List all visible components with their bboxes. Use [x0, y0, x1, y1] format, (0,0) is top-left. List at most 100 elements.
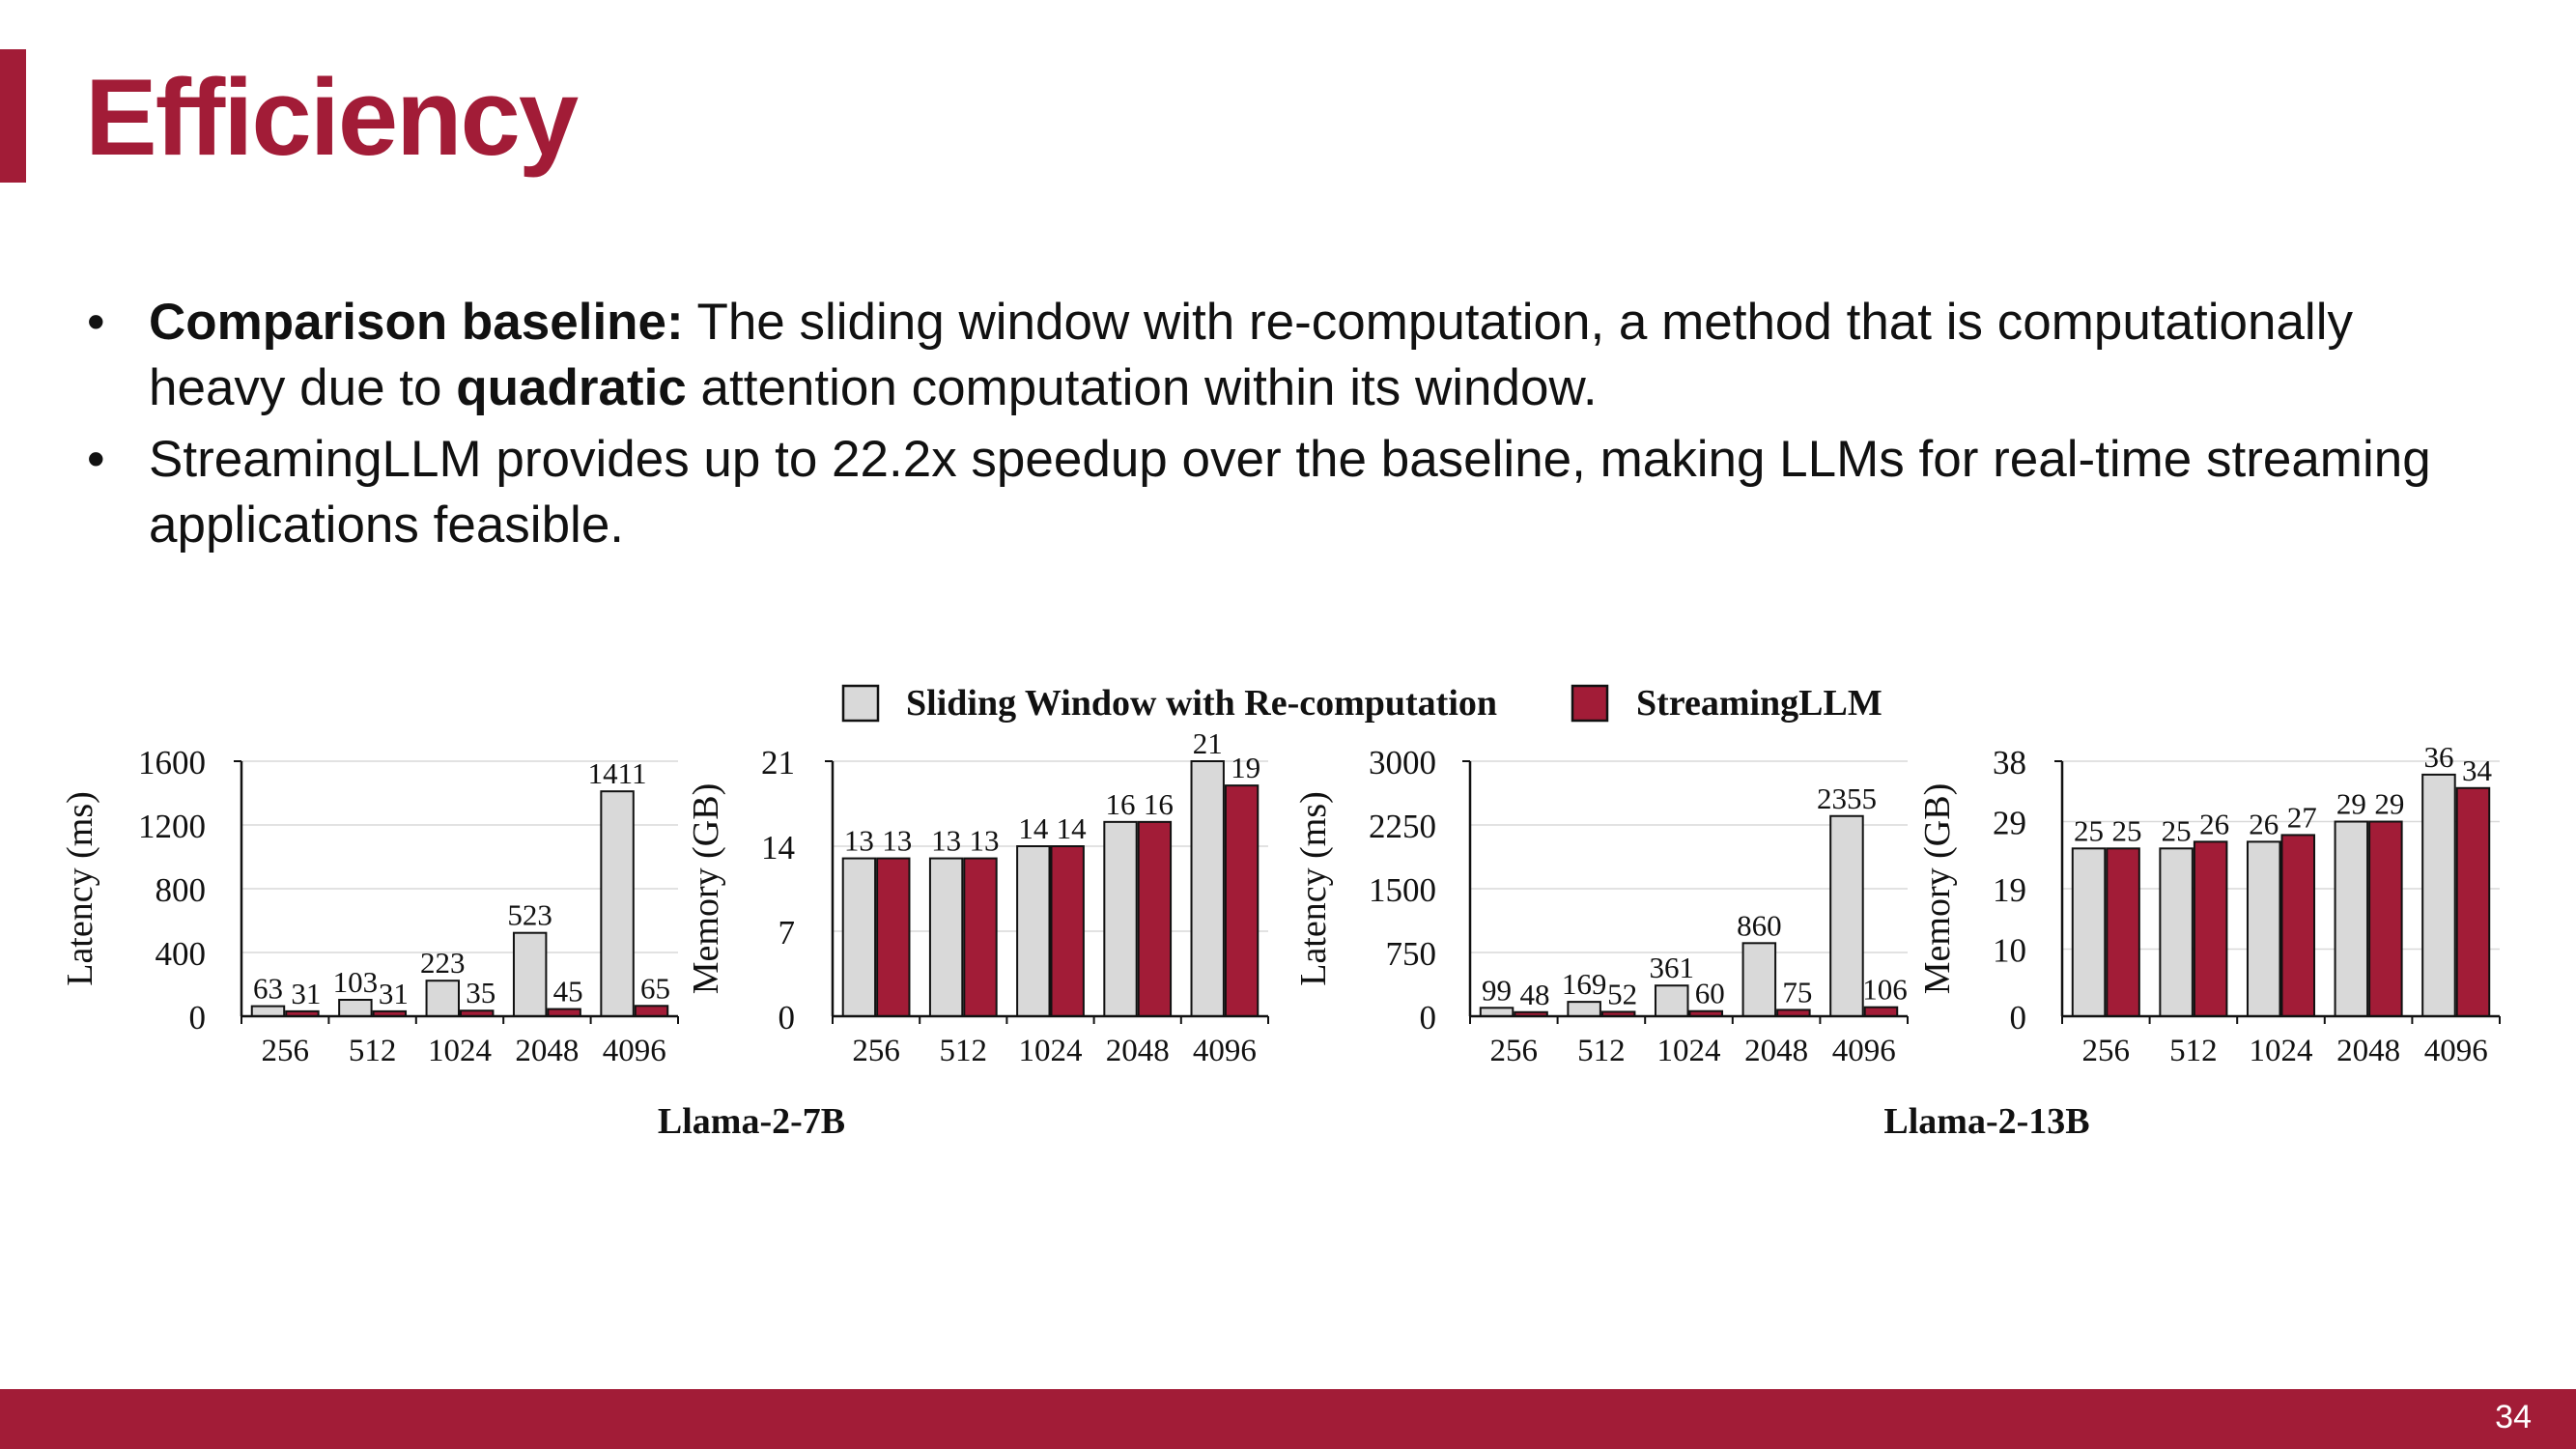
bar-sliding-window	[2246, 840, 2281, 1017]
x-tick-label: 2048	[2336, 1034, 2400, 1068]
bullet-dot: •	[87, 294, 105, 351]
data-label: 35	[466, 976, 495, 1009]
data-label: 60	[1695, 977, 1725, 1010]
x-tick-label: 4096	[603, 1034, 666, 1068]
bar-streamingllm	[1050, 845, 1085, 1017]
bar-sliding-window	[928, 857, 964, 1017]
data-label: 52	[1607, 977, 1637, 1010]
y-tick-label: 21	[761, 744, 795, 781]
data-label: 1411	[588, 756, 647, 790]
x-tick-label: 4096	[1193, 1034, 1257, 1068]
data-label: 19	[1231, 751, 1260, 784]
data-label: 31	[379, 977, 409, 1010]
legend-label: Sliding Window with Re-computation	[906, 683, 1497, 724]
bar-sliding-window	[1654, 984, 1689, 1017]
data-label: 99	[1482, 973, 1512, 1007]
legend-swatch-streamingllm	[1571, 684, 1609, 723]
data-label: 16	[1144, 787, 1174, 821]
data-label: 25	[2162, 813, 2192, 847]
x-tick-label: 256	[852, 1034, 900, 1068]
bar-streamingllm	[1137, 820, 1173, 1017]
data-label: 31	[291, 977, 321, 1010]
bar-streamingllm	[2368, 820, 2403, 1017]
y-tick-label: 19	[1993, 871, 2026, 909]
y-tick-label: 2250	[1369, 808, 1436, 845]
bar-sliding-window	[2334, 820, 2369, 1017]
title-accent-bar	[0, 49, 26, 183]
data-label: 75	[1782, 975, 1812, 1009]
data-label: 13	[844, 824, 874, 858]
y-tick-label: 1500	[1369, 871, 1436, 909]
y-tick-label: 1600	[138, 744, 206, 781]
data-label: 13	[882, 824, 912, 858]
data-label: 14	[1018, 811, 1049, 845]
footer-bar: 34	[0, 1389, 2576, 1449]
bar-sliding-window	[1829, 814, 1864, 1017]
bar-sliding-window	[1567, 1001, 1601, 1017]
bar-sliding-window	[250, 1005, 286, 1018]
bar-sliding-window	[600, 790, 635, 1017]
data-label: 29	[2336, 787, 2366, 821]
data-label: 25	[2112, 813, 2142, 847]
bullet-item: • Comparison baseline: The sliding window…	[87, 290, 2482, 421]
y-axis-title: Memory (GB)	[686, 783, 726, 994]
data-label: 13	[969, 824, 999, 858]
x-tick-label: 256	[1490, 1034, 1539, 1068]
bar-sliding-window	[1016, 845, 1051, 1017]
bar-streamingllm	[2455, 786, 2491, 1017]
bar-sliding-window	[2071, 847, 2107, 1017]
y-tick-label: 750	[1386, 935, 1437, 973]
bullet-text: StreamingLLM provides up to 22.2x speedu…	[149, 431, 2431, 554]
y-tick-label: 14	[761, 829, 795, 867]
bar-sliding-window	[1190, 760, 1225, 1017]
data-label: 223	[420, 946, 466, 980]
bar-streamingllm	[2193, 840, 2228, 1017]
x-tick-label: 512	[1577, 1034, 1626, 1068]
y-tick-label: 29	[1993, 805, 2026, 842]
data-label: 26	[2249, 807, 2279, 840]
y-axis-title: Memory (GB)	[1917, 783, 1958, 994]
data-label: 14	[1057, 811, 1088, 845]
bar-sliding-window	[425, 980, 461, 1017]
bullet-list: • Comparison baseline: The sliding window…	[87, 290, 2482, 564]
y-axis-title: Latency (ms)	[1293, 791, 1334, 986]
bar-streamingllm	[2280, 834, 2316, 1017]
data-label: 523	[507, 898, 552, 932]
x-tick-label: 512	[2169, 1034, 2218, 1068]
bar-sliding-window	[841, 857, 877, 1017]
y-axis-title: Latency (ms)	[60, 791, 100, 986]
x-tick-label: 1024	[1657, 1034, 1721, 1068]
data-label: 860	[1737, 908, 1782, 942]
charts-figure: Sliding Window with Re-computation Stream…	[60, 683, 2501, 1142]
bar-sliding-window	[2421, 773, 2456, 1018]
y-tick-label: 3000	[1369, 744, 1436, 781]
data-label: 36	[2423, 740, 2453, 774]
data-label: 34	[2462, 753, 2493, 787]
data-label: 103	[333, 965, 379, 999]
data-label: 169	[1562, 967, 1607, 1001]
x-tick-label: 256	[261, 1034, 309, 1068]
data-label: 26	[2199, 807, 2229, 840]
data-label: 16	[1106, 787, 1136, 821]
legend-swatch-sliding-window	[841, 684, 880, 723]
model-group-label: Llama-2-13B	[1883, 1101, 2089, 1142]
bullet-bold-text: Comparison baseline:	[149, 294, 684, 351]
y-tick-label: 10	[1993, 932, 2026, 970]
bar-sliding-window	[1741, 942, 1777, 1018]
y-tick-label: 0	[1420, 999, 1437, 1037]
bullet-text: attention computation within its window.	[686, 359, 1598, 416]
x-tick-label: 1024	[428, 1034, 492, 1068]
bar-streamingllm	[876, 857, 911, 1017]
bar-streamingllm	[1863, 1006, 1899, 1017]
y-tick-label: 0	[778, 999, 796, 1037]
x-tick-label: 2048	[1744, 1034, 1808, 1068]
bullet-dot: •	[87, 431, 105, 488]
bar-streamingllm	[2106, 847, 2140, 1017]
x-tick-label: 4096	[2424, 1034, 2488, 1068]
data-label: 21	[1193, 726, 1223, 760]
x-tick-label: 2048	[515, 1034, 579, 1068]
y-tick-label: 38	[1993, 744, 2026, 781]
data-label: 65	[640, 971, 670, 1005]
x-tick-label: 256	[2082, 1034, 2131, 1068]
